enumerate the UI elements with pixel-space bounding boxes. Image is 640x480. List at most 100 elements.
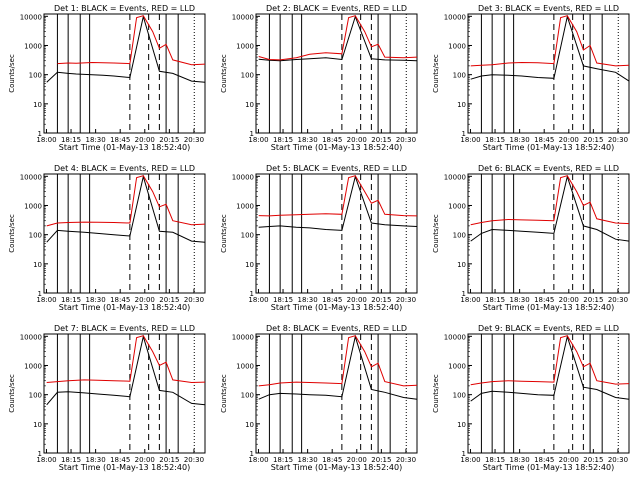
- y-tick-label: 1000: [448, 362, 466, 370]
- x-tick-label: 20:15: [583, 296, 603, 304]
- x-tick-label: 20:00: [347, 296, 367, 304]
- lld-series-line: [258, 335, 418, 387]
- x-tick-label: 18:15: [61, 296, 81, 304]
- x-tick-label: 20:15: [583, 136, 603, 144]
- events-series-line: [258, 174, 418, 231]
- lld-series-line: [258, 15, 418, 61]
- x-tick-label: 18:15: [273, 136, 293, 144]
- x-tick-label: 20:15: [371, 456, 391, 464]
- events-series-line: [470, 334, 630, 402]
- x-tick-label: 20:30: [396, 136, 416, 144]
- y-tick-label: 1000: [236, 362, 254, 370]
- x-tick-label: 18:00: [36, 456, 56, 464]
- x-tick-label: 20:00: [135, 296, 155, 304]
- x-tick-label: 18:45: [534, 136, 554, 144]
- x-tick-label: 20:15: [371, 136, 391, 144]
- x-tick-label: 18:15: [273, 296, 293, 304]
- x-tick-label: 18:00: [460, 296, 480, 304]
- x-tick-label: 18:30: [86, 136, 106, 144]
- y-tick-label: 100: [29, 232, 42, 240]
- x-tick-label: 20:00: [559, 296, 579, 304]
- axes-frame: [255, 333, 418, 454]
- x-tick-label: 18:00: [36, 136, 56, 144]
- y-tick-label: 1: [250, 130, 254, 138]
- x-tick-label: 18:15: [61, 136, 81, 144]
- y-tick-label: 1: [462, 290, 466, 298]
- y-tick-label: 100: [241, 392, 254, 400]
- y-tick-label: 100: [241, 72, 254, 80]
- panel-5: Det 5: BLACK = Events, RED = LLD 1 10 100 10…: [220, 164, 418, 312]
- y-axis-label: Counts/sec: [432, 214, 440, 253]
- y-tick-label: 10000: [444, 333, 466, 341]
- x-tick-label: 20:30: [396, 296, 416, 304]
- y-tick-label: 1000: [24, 362, 42, 370]
- y-tick-label: 10000: [232, 333, 254, 341]
- x-tick-label: 18:00: [460, 136, 480, 144]
- y-axis-label: Counts/sec: [8, 54, 16, 93]
- x-tick-label: 18:30: [510, 136, 530, 144]
- x-tick-label: 18:45: [322, 296, 342, 304]
- x-axis-label: Start Time (01-May-13 18:52:40): [483, 143, 614, 152]
- panel-title: Det 2: BLACK = Events, RED = LLD: [266, 4, 407, 13]
- panel-title: Det 9: BLACK = Events, RED = LLD: [478, 324, 619, 333]
- panel-2: Det 2: BLACK = Events, RED = LLD 1 10 100 10…: [220, 4, 418, 152]
- x-tick-label: 18:45: [322, 456, 342, 464]
- x-axis-label: Start Time (01-May-13 18:52:40): [483, 303, 614, 312]
- y-tick-label: 1: [462, 450, 466, 458]
- x-tick-label: 18:45: [534, 296, 554, 304]
- panel-7: Det 7: BLACK = Events, RED = LLD 1 10 100 10…: [8, 324, 206, 472]
- y-tick-label: 1: [38, 130, 42, 138]
- x-axis-label: Start Time (01-May-13 18:52:40): [59, 143, 190, 152]
- x-tick-label: 18:30: [298, 296, 318, 304]
- lld-series-line: [46, 175, 206, 227]
- x-tick-label: 18:30: [298, 136, 318, 144]
- y-tick-label: 1000: [448, 202, 466, 210]
- x-tick-label: 20:30: [184, 456, 204, 464]
- x-axis-label: Start Time (01-May-13 18:52:40): [271, 463, 402, 472]
- axes-frame: [43, 173, 206, 294]
- x-tick-label: 20:30: [608, 456, 628, 464]
- y-axis-label: Counts/sec: [8, 214, 16, 253]
- y-tick-label: 10000: [20, 13, 42, 21]
- x-tick-label: 18:30: [86, 456, 106, 464]
- y-tick-label: 1000: [24, 42, 42, 50]
- y-tick-label: 10000: [232, 173, 254, 181]
- x-tick-label: 20:15: [583, 456, 603, 464]
- y-tick-label: 100: [453, 392, 466, 400]
- y-tick-label: 1000: [236, 202, 254, 210]
- x-axis-label: Start Time (01-May-13 18:52:40): [59, 303, 190, 312]
- x-tick-label: 20:30: [184, 136, 204, 144]
- x-tick-label: 20:00: [559, 136, 579, 144]
- x-tick-label: 20:30: [396, 456, 416, 464]
- y-tick-label: 10000: [444, 173, 466, 181]
- y-tick-label: 10000: [20, 173, 42, 181]
- panel-title: Det 1: BLACK = Events, RED = LLD: [54, 4, 195, 13]
- y-axis-label: Counts/sec: [220, 374, 228, 413]
- y-tick-label: 10: [457, 421, 466, 429]
- x-tick-label: 20:00: [347, 456, 367, 464]
- panel-title: Det 3: BLACK = Events, RED = LLD: [478, 4, 619, 13]
- x-tick-label: 20:15: [159, 296, 179, 304]
- x-tick-label: 20:15: [159, 456, 179, 464]
- axes-frame: [467, 173, 630, 294]
- y-tick-label: 1000: [24, 202, 42, 210]
- y-tick-label: 1: [38, 450, 42, 458]
- panel-1: Det 1: BLACK = Events, RED = LLD 1 10 100 10…: [8, 4, 206, 152]
- panel-3: Det 3: BLACK = Events, RED = LLD 1 10 100 10…: [432, 4, 630, 152]
- x-tick-label: 18:15: [485, 296, 505, 304]
- panel-6: Det 6: BLACK = Events, RED = LLD 1 10 100 10…: [432, 164, 630, 312]
- x-tick-label: 18:00: [248, 136, 268, 144]
- y-tick-label: 1: [250, 450, 254, 458]
- panel-title: Det 4: BLACK = Events, RED = LLD: [54, 164, 195, 173]
- y-tick-label: 1000: [448, 42, 466, 50]
- events-series-line: [470, 14, 630, 82]
- x-tick-label: 18:45: [110, 456, 130, 464]
- x-tick-label: 20:00: [135, 136, 155, 144]
- axes-frame: [255, 173, 418, 294]
- y-tick-label: 10: [245, 261, 254, 269]
- y-tick-label: 10000: [232, 13, 254, 21]
- axes-frame: [255, 13, 418, 134]
- events-series-line: [46, 174, 206, 243]
- lld-series-line: [470, 175, 630, 226]
- lld-series-line: [258, 175, 418, 217]
